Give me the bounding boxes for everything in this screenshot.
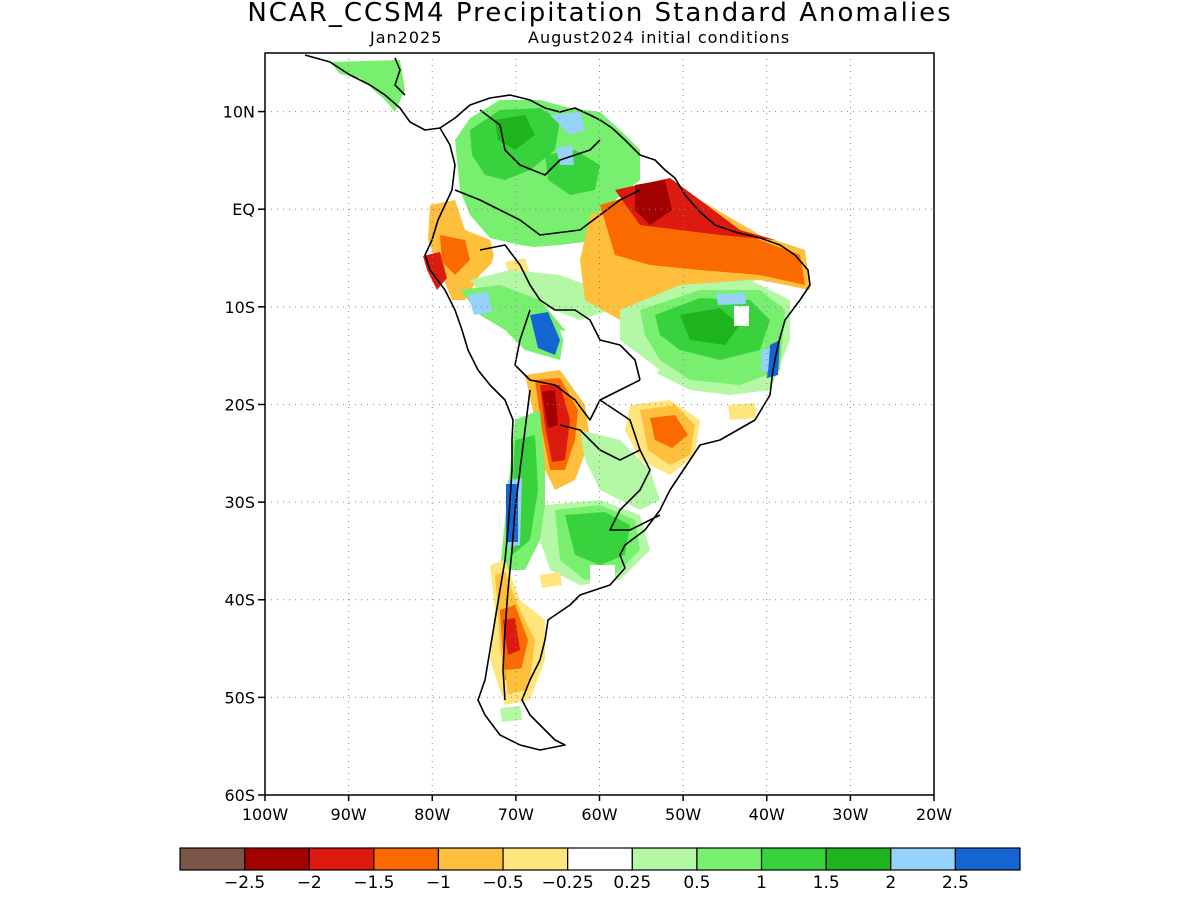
colorbar-label: 1 [756, 873, 767, 893]
colorbar-label: 0.25 [613, 873, 651, 893]
lat-tick-label: 50S [224, 688, 255, 707]
anomaly-argentina-midgreen [565, 512, 630, 565]
colorbar-label: 1.5 [813, 873, 840, 893]
colorbar-swatch [825, 847, 892, 871]
lon-tick-label: 60W [581, 805, 617, 824]
anomaly-peru-blue [530, 312, 560, 355]
lat-tick-label: 40S [224, 591, 255, 610]
lat-tick-label: EQ [232, 200, 255, 219]
anomaly-venezuela-blue [550, 112, 585, 135]
border-bolivia [514, 309, 641, 421]
coastline-south-america [424, 94, 811, 751]
anomaly-patagonia-south-orange [505, 668, 528, 694]
colorbar-swatch [373, 847, 440, 871]
colorbar-label: −1 [426, 873, 451, 893]
colorbar-label: 2 [885, 873, 896, 893]
colorbar-swatch [437, 847, 504, 871]
coastline-central-america [304, 54, 441, 131]
anomaly-east-brazil-lightblue [716, 293, 746, 305]
colorbar-legend: −2.5 −2 −1.5 −1 −0.5 −0.25 0.25 0.5 1 1.5 2 2.5 [179, 847, 1021, 893]
lat-tick-label: 10S [224, 298, 255, 317]
border-colombia-peru [454, 189, 641, 236]
colorbar-label: 0.5 [683, 873, 710, 893]
anomaly-tierra-green [500, 706, 522, 722]
colorbar-label: −0.5 [482, 873, 523, 893]
anomaly-central-america [330, 60, 405, 112]
anomaly-missing-cell-2 [590, 565, 615, 585]
colorbar-swatch [179, 847, 246, 871]
anomaly-east-brazil-dark [680, 308, 740, 345]
colorbar-swatch [308, 847, 375, 871]
anomaly-altiplano-darkred [542, 390, 558, 428]
lat-tick-label: 10N [223, 103, 255, 122]
map-title: NCAR_CCSM4 Precipitation Standard Anomal… [247, 0, 953, 28]
coastline-and-borders [304, 54, 811, 751]
anomaly-bolivia-white [560, 330, 660, 385]
anomaly-chile-blue [506, 484, 518, 542]
lat-tick-label: 20S [224, 395, 255, 414]
lon-tick-label: 40W [749, 805, 785, 824]
colorbar-swatch [244, 847, 310, 871]
lon-tick-label: 80W [414, 805, 450, 824]
lon-tick-label: 90W [331, 805, 367, 824]
anomaly-north-green-dark [495, 115, 535, 150]
colorbar-label: −1.5 [353, 873, 394, 893]
anomaly-coast-lightblue [761, 348, 770, 372]
border-colombia-venezuela [479, 109, 601, 176]
border-paraguay-argentina [559, 399, 641, 461]
anomaly-ecuador-red [423, 252, 447, 290]
initial-conditions: August2024 initial conditions [528, 28, 791, 47]
anomaly-peru-blue-light [468, 292, 492, 315]
colorbar-label: −2.5 [224, 873, 265, 893]
anomaly-brazil-north-darkred [635, 180, 672, 225]
map-grid [265, 53, 934, 795]
border-brazil-argentina [609, 449, 661, 531]
colorbar-swatch [760, 847, 827, 871]
colorbar-swatch [502, 847, 569, 871]
colorbar-swatch [631, 847, 698, 871]
colorbar-swatch [696, 847, 763, 871]
colorbar-swatch [954, 847, 1021, 871]
border-chile-argentina [502, 389, 531, 701]
colorbar-label: 2.5 [942, 873, 969, 893]
colorbar-label: −0.25 [542, 873, 594, 893]
anomaly-se-brazil-darkorange [650, 415, 688, 448]
lon-tick-label: 70W [498, 805, 534, 824]
colorbar-label: −2 [297, 873, 322, 893]
anomaly-sp-yellow [728, 403, 756, 420]
border-peru-brazil [479, 244, 641, 381]
lon-tick-label: 20W [916, 805, 952, 824]
lat-tick-label: 60S [224, 786, 255, 805]
lon-tick-label: 50W [665, 805, 701, 824]
anomaly-missing-cell [734, 306, 749, 326]
anomaly-argentina-yellow [540, 572, 562, 588]
anomaly-shading [330, 60, 810, 722]
valid-month: Jan2025 [370, 28, 443, 47]
lon-tick-label: 30W [832, 805, 868, 824]
anomaly-patagonia-red [503, 618, 520, 655]
anomaly-ecuador-darkorange [440, 235, 470, 275]
lon-tick-label: 100W [242, 805, 289, 824]
colorbar-swatch [567, 847, 633, 871]
lat-tick-label: 30S [224, 493, 255, 512]
colorbar-swatch [890, 847, 956, 871]
